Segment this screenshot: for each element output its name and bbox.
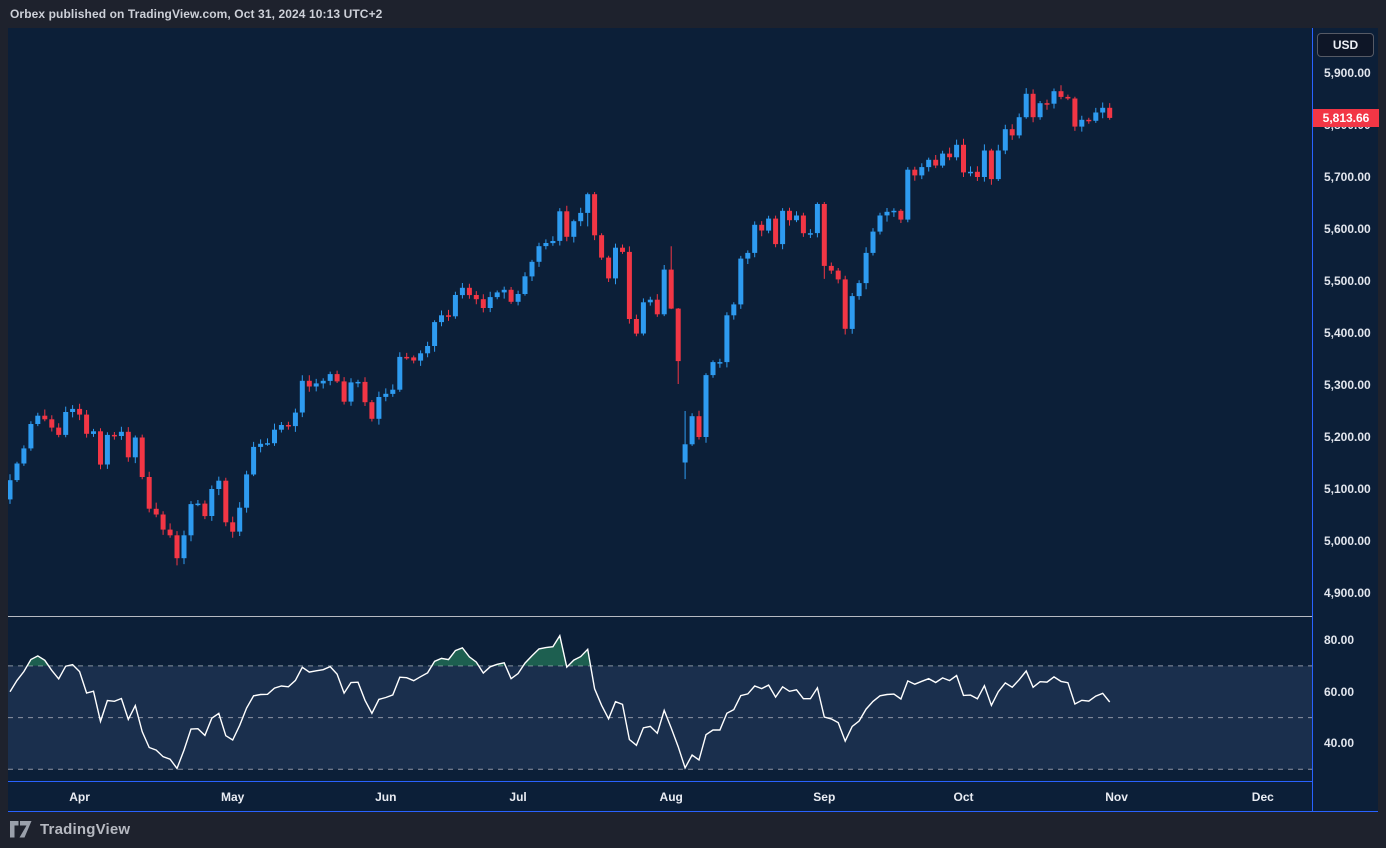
time-tick-apr: Apr xyxy=(69,790,90,804)
price-tick: 5,400.00 xyxy=(1324,326,1371,340)
rsi-pane-svg[interactable] xyxy=(8,617,1312,781)
time-tick-dec: Dec xyxy=(1251,790,1274,804)
last-price-label: 5,813.66 xyxy=(1313,109,1379,127)
time-tick-jul: Jul xyxy=(509,790,527,804)
footer-brand-text[interactable]: TradingView xyxy=(40,821,131,838)
price-pane-svg[interactable] xyxy=(8,28,1312,616)
price-tick: 5,900.00 xyxy=(1324,66,1371,80)
attribution-text: Orbex published on TradingView.com, Oct … xyxy=(10,7,383,21)
time-tick-aug: Aug xyxy=(659,790,683,804)
rsi-tick: 80.00 xyxy=(1324,633,1355,647)
currency-button[interactable]: USD xyxy=(1317,33,1374,57)
time-axis[interactable]: Apr May Jun Jul Aug Sep Oct Nov Dec xyxy=(8,781,1378,812)
time-tick-nov: Nov xyxy=(1105,790,1128,804)
rsi-tick: 60.00 xyxy=(1324,685,1355,699)
price-tick: 5,100.00 xyxy=(1324,482,1371,496)
time-tick-sep: Sep xyxy=(813,790,836,804)
price-tick: 5,700.00 xyxy=(1324,170,1371,184)
rsi-tick: 40.00 xyxy=(1324,736,1355,750)
price-tick: 5,600.00 xyxy=(1324,222,1371,236)
price-tick: 5,500.00 xyxy=(1324,274,1371,288)
time-tick-jun: Jun xyxy=(375,790,397,804)
price-tick: 4,900.00 xyxy=(1324,586,1371,600)
attribution-bar: Orbex published on TradingView.com, Oct … xyxy=(0,0,1386,28)
pane-separator[interactable] xyxy=(8,616,1378,617)
time-tick-may: May xyxy=(221,790,245,804)
footer: TradingView xyxy=(0,812,1386,848)
price-tick: 5,300.00 xyxy=(1324,378,1371,392)
time-tick-oct: Oct xyxy=(953,790,974,804)
price-axis[interactable]: USD 5,813.66 5,900.005,800.005,700.005,6… xyxy=(1312,28,1379,811)
price-tick: 5,000.00 xyxy=(1324,534,1371,548)
price-tick: 5,200.00 xyxy=(1324,430,1371,444)
tradingview-logo-icon[interactable] xyxy=(10,821,32,838)
